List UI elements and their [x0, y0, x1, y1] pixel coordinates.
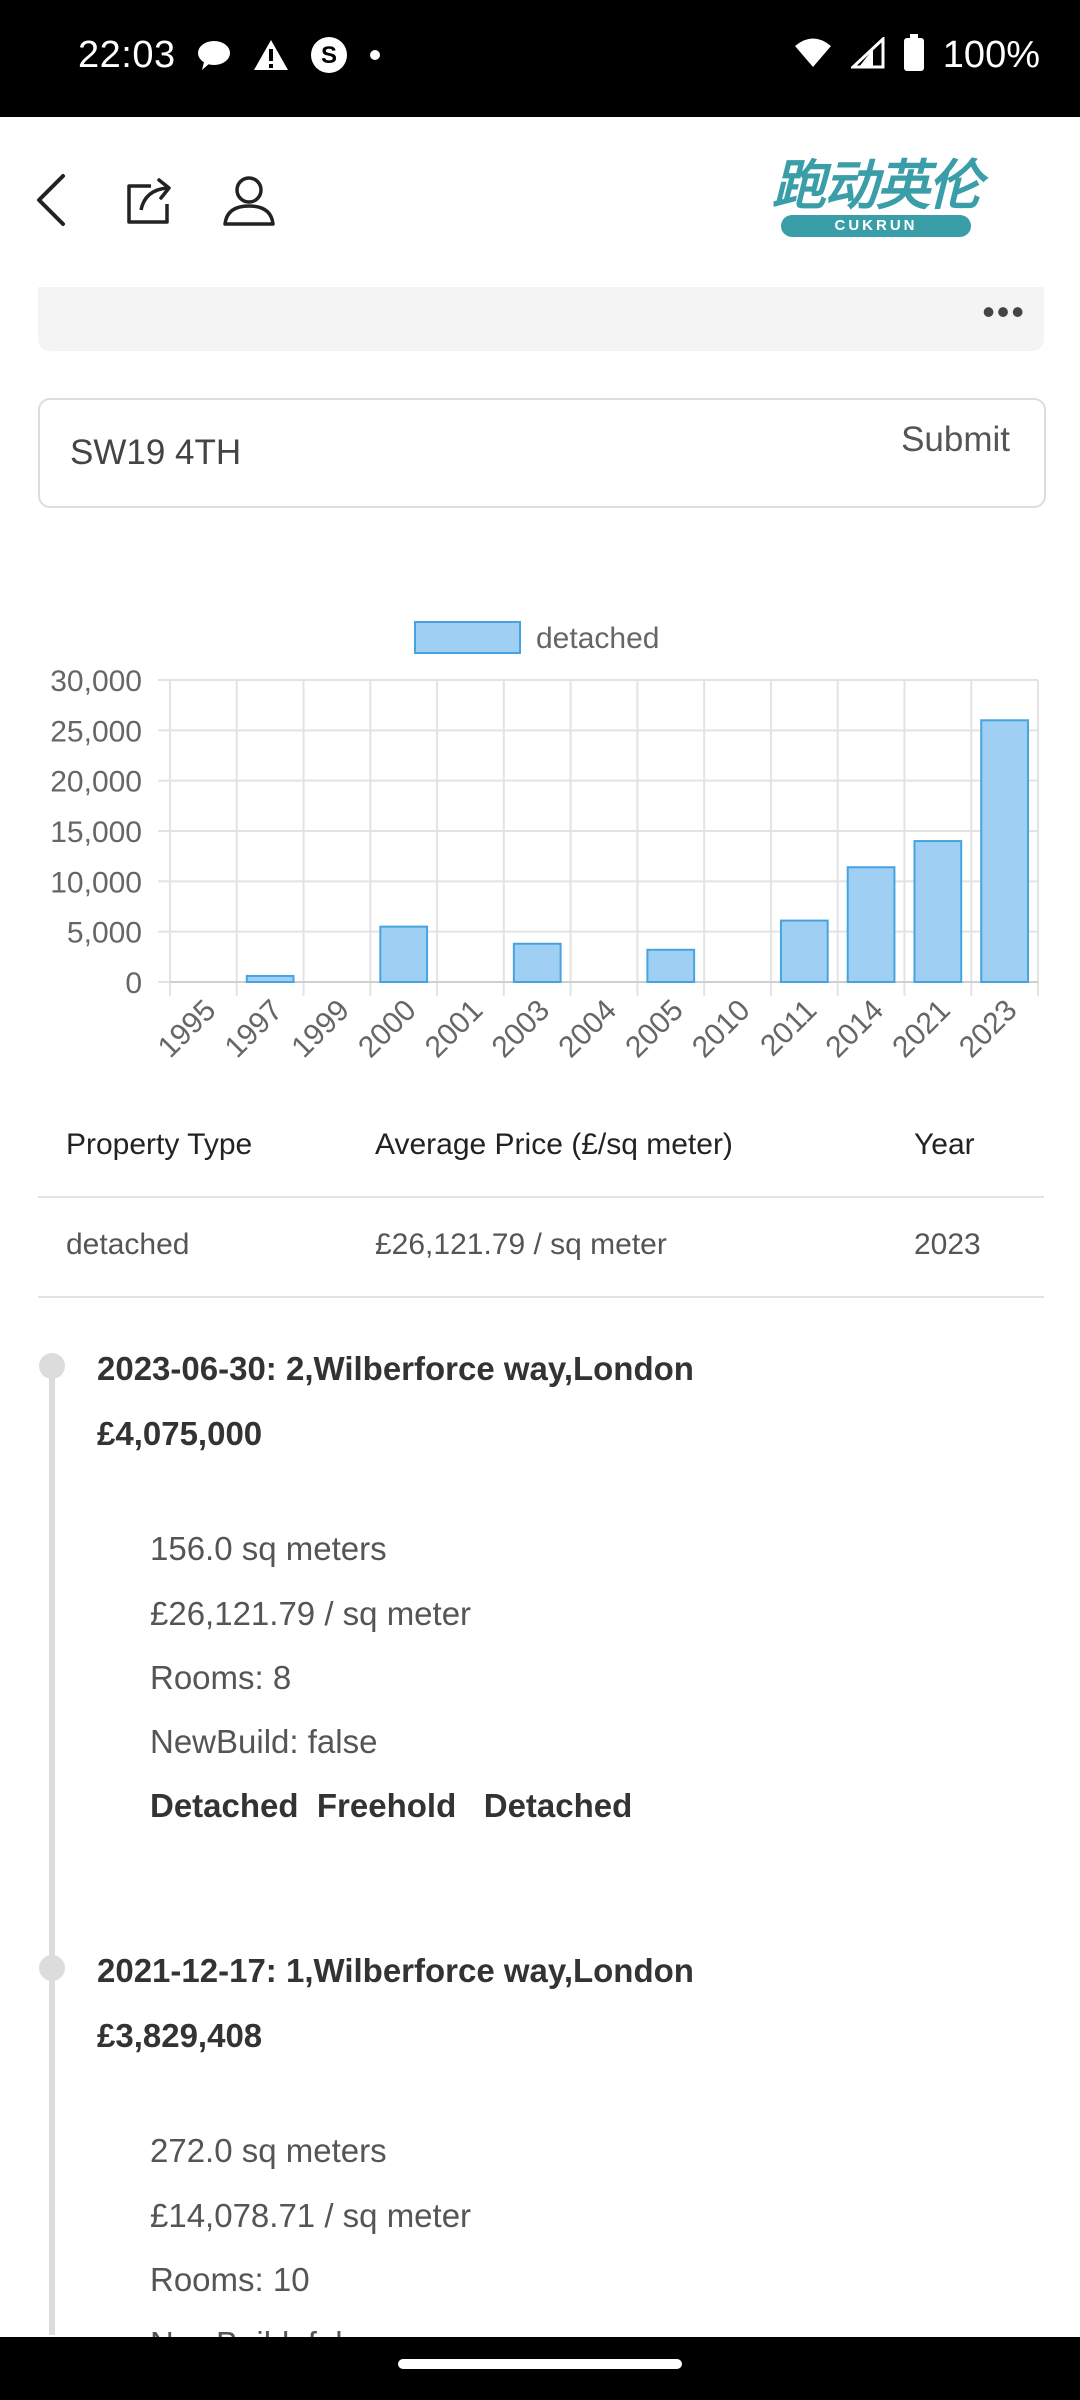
x-tick-label: 2010 [686, 994, 757, 1065]
y-tick-label: 10,000 [50, 866, 142, 899]
sale-price-per-sqm: £26,121.79 / sq meter [150, 1595, 472, 1632]
x-tick-label: 2003 [486, 994, 557, 1065]
status-time: 22:03 [78, 34, 176, 76]
brand-logo: 跑动英伦 CUKRUN [764, 155, 988, 245]
timeline-dot [39, 1955, 65, 1981]
account-button[interactable] [214, 165, 284, 235]
cell-property-type: detached [66, 1228, 190, 1261]
svg-text:S: S [321, 42, 337, 69]
bar [245, 974, 295, 983]
back-button[interactable] [16, 165, 86, 235]
y-tick-label: 0 [125, 967, 142, 1000]
bar [646, 948, 696, 983]
x-tick-label: 1999 [285, 994, 356, 1065]
y-tick-label: 30,000 [50, 665, 142, 698]
user-icon [223, 176, 275, 226]
app-header: 跑动英伦 CUKRUN [0, 117, 1080, 287]
share-icon [127, 178, 171, 224]
header-property-type: Property Type [66, 1128, 253, 1161]
timeline-dot [39, 1353, 65, 1379]
bar [379, 925, 429, 983]
x-tick-label: 2014 [819, 994, 890, 1065]
table-row: detached £26,121.79 / sq meter 2023 [38, 1198, 1044, 1298]
notification-icons: S [196, 36, 382, 79]
sale-rooms: Rooms: 10 [150, 2261, 310, 2298]
x-tick-label: 2000 [352, 994, 423, 1065]
cell-average-price: £26,121.79 / sq meter [375, 1228, 667, 1261]
sale-title: 2023-06-30: 2,Wilberforce way,London [97, 1350, 694, 1387]
dot-icon [368, 48, 382, 67]
x-tick-label: 2001 [419, 994, 490, 1065]
legend-swatch [414, 621, 521, 654]
chat-bubble-icon [196, 38, 232, 77]
home-gesture-handle[interactable] [398, 2359, 682, 2369]
y-tick-label: 25,000 [50, 715, 142, 748]
battery-percent: 100% [942, 34, 1040, 76]
status-bar: 22:03 S 100% [0, 0, 1080, 117]
sale-price-per-sqm: £14,078.71 / sq meter [150, 2197, 472, 2234]
system-nav-bar [0, 2337, 1080, 2400]
y-tick-label: 15,000 [50, 816, 142, 849]
bar [512, 942, 562, 984]
y-tick-label: 5,000 [67, 917, 142, 950]
price-chart-svg: detached 0 5,000 10,000 15,000 20,000 25,000 30… [50, 621, 1039, 1065]
more-options-icon[interactable]: ••• [982, 291, 1026, 332]
battery-icon [903, 34, 925, 77]
table-header-row: Property Type Average Price (£/sq meter)… [38, 1098, 1044, 1198]
chevron-left-icon [37, 174, 65, 226]
y-tick-label: 20,000 [50, 766, 142, 799]
bar [779, 919, 829, 983]
x-tick-label: 1995 [152, 994, 223, 1065]
submit-button[interactable]: Submit [901, 420, 1010, 459]
s-app-icon: S [310, 36, 348, 79]
bar [846, 866, 896, 983]
header-year: Year [914, 1128, 975, 1161]
warning-icon [252, 38, 290, 77]
sale-price: £4,075,000 [97, 1415, 263, 1452]
x-tick-label: 1997 [219, 994, 290, 1065]
x-tick-label: 2011 [754, 994, 823, 1063]
postcode-search: Submit [38, 398, 1046, 508]
bar [913, 840, 963, 983]
cell-year: 2023 [914, 1228, 981, 1261]
signal-icon [848, 35, 885, 74]
header-average-price: Average Price (£/sq meter) [375, 1128, 733, 1161]
logo-chars: 跑动英伦 [772, 153, 982, 217]
share-button[interactable] [114, 165, 184, 235]
sale-price: £3,829,408 [97, 2017, 263, 2054]
wifi-icon [793, 37, 833, 74]
x-tick-label: 2004 [552, 994, 623, 1065]
sale-title: 2021-12-17: 1,Wilberforce way,London [97, 1952, 694, 1989]
collapsed-card: ••• [38, 287, 1044, 351]
summary-table: Property Type Average Price (£/sq meter)… [38, 1098, 1044, 1298]
x-tick-label: 2021 [886, 994, 957, 1065]
bar [980, 719, 1029, 984]
x-tick-label: 2023 [953, 994, 1024, 1065]
postcode-input[interactable] [70, 430, 830, 476]
price-chart: detached 0 5,000 10,000 15,000 20,000 25,000 30… [0, 600, 1080, 1100]
sale-tags: Detached Freehold Detached [150, 1787, 633, 1824]
logo-tag: CUKRUN [781, 215, 971, 237]
x-tick-label: 2005 [619, 994, 690, 1065]
sale-area: 272.0 sq meters [150, 2132, 387, 2169]
sale-rooms: Rooms: 8 [150, 1659, 292, 1696]
sale-area: 156.0 sq meters [150, 1530, 387, 1567]
sale-newbuild: NewBuild: false [150, 1723, 378, 1760]
system-icons: 100% [793, 34, 1040, 77]
legend-label: detached [536, 622, 659, 655]
timeline-line [49, 1355, 55, 2335]
